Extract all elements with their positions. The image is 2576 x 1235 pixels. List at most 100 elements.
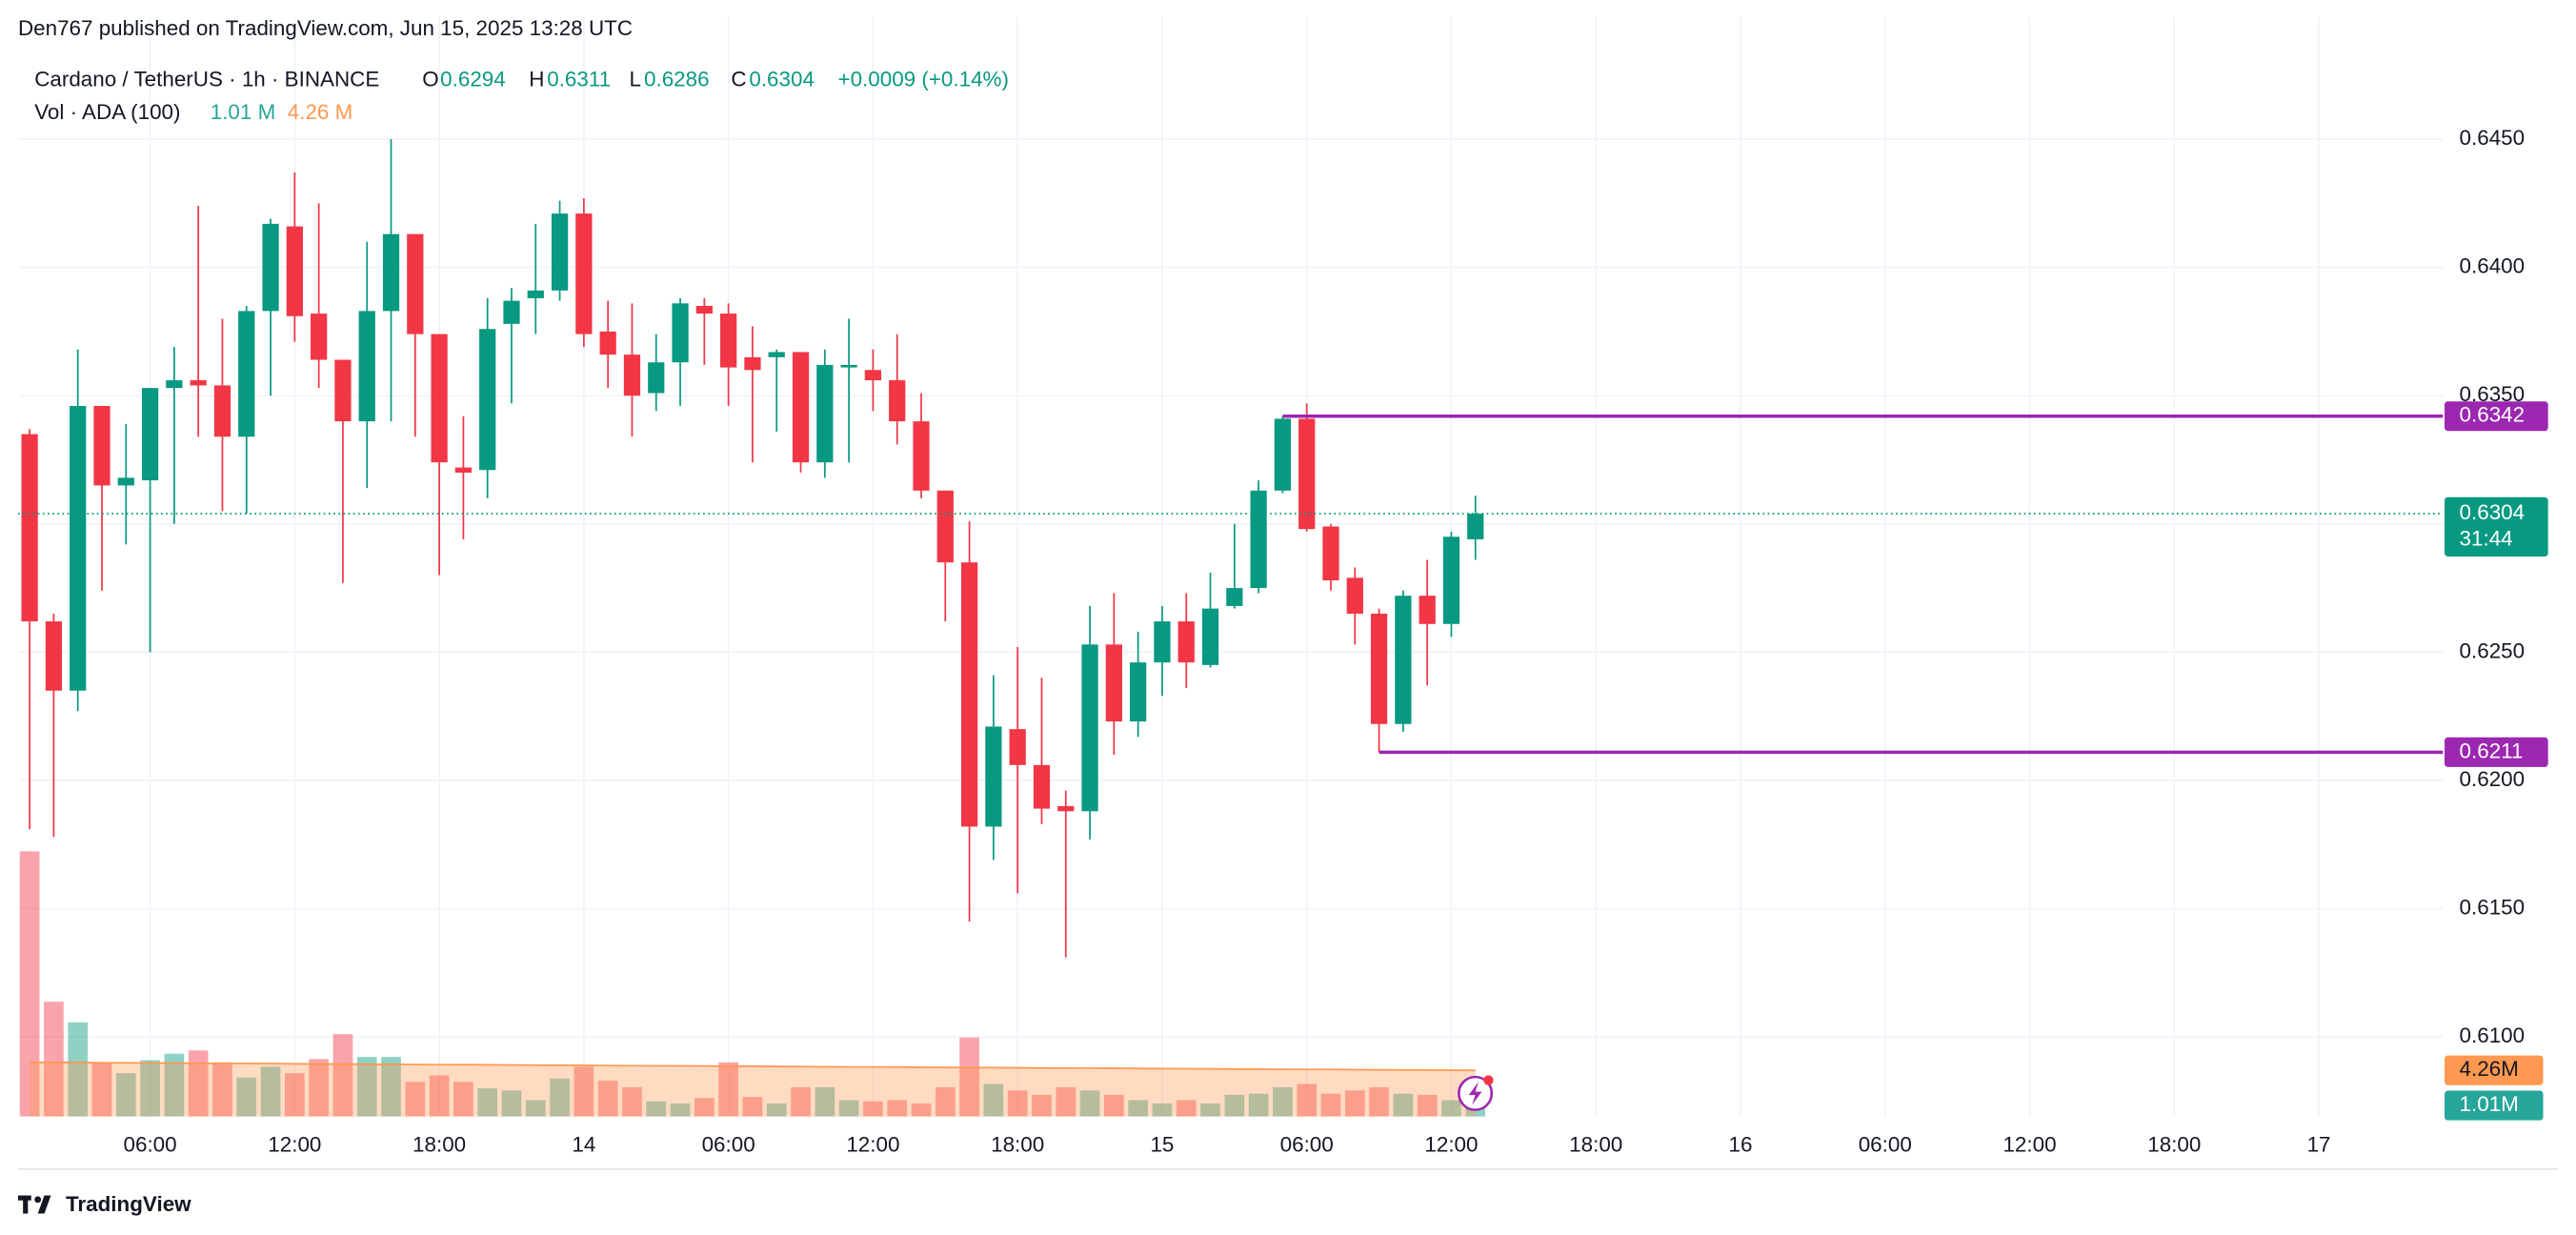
x-tick-label: 15 — [1150, 1133, 1174, 1157]
candle-body — [1226, 588, 1243, 606]
volume-bar — [429, 1075, 450, 1117]
o-value: 0.6294 — [440, 68, 506, 91]
candle-body — [599, 331, 616, 355]
volume-bar — [1369, 1086, 1389, 1117]
candle-body — [840, 364, 857, 368]
last-price-label: 0.6304 — [2460, 500, 2526, 524]
level-label: 0.6342 — [2460, 403, 2526, 427]
volume-bar — [1200, 1103, 1220, 1117]
logo — [17, 1195, 51, 1214]
volume-bar — [718, 1062, 738, 1117]
volume-bar — [1128, 1100, 1148, 1117]
candle-body — [960, 562, 978, 827]
candle-body — [382, 233, 400, 312]
volume-bar — [140, 1060, 160, 1117]
candle-body — [117, 477, 134, 486]
volume-bar — [1056, 1086, 1077, 1117]
volume-bar — [91, 1062, 112, 1117]
volume-bar — [574, 1066, 594, 1117]
y-tick-label: 0.6100 — [2460, 1023, 2526, 1047]
candle-body — [311, 314, 328, 360]
volume-bar — [236, 1077, 257, 1117]
candle-body — [262, 223, 279, 312]
volume-bar — [284, 1073, 305, 1117]
x-tick-label: 12:00 — [2002, 1133, 2056, 1157]
volume-bar — [983, 1083, 1004, 1117]
candle-body — [551, 213, 569, 291]
volume-bar — [1032, 1094, 1052, 1117]
candle-body — [190, 380, 207, 386]
candle-body — [575, 213, 593, 334]
change: +0.0009 (+0.14%) — [837, 68, 1008, 91]
c-value: 0.6304 — [749, 68, 815, 91]
candle-body — [454, 467, 473, 473]
volume-bar — [1344, 1090, 1365, 1117]
y-tick-label: 0.6250 — [2460, 638, 2526, 662]
volume-bar — [815, 1086, 835, 1117]
volume-bar — [694, 1098, 714, 1117]
candle-body — [648, 362, 665, 394]
candle-body — [768, 352, 785, 357]
volume-bar — [935, 1086, 956, 1117]
candle-body — [744, 356, 761, 371]
candle-body — [1057, 805, 1075, 812]
volume-bar — [887, 1100, 908, 1117]
candle-body — [1467, 514, 1484, 539]
volume-bar — [1297, 1083, 1318, 1117]
volume-bar — [212, 1062, 232, 1117]
volume-bar — [115, 1073, 136, 1117]
volume-bar — [1176, 1100, 1197, 1117]
x-tick-label: 14 — [572, 1133, 595, 1157]
volume-bar — [44, 1002, 64, 1117]
candle-body — [1274, 418, 1292, 491]
volume-bar — [1103, 1094, 1124, 1117]
volume-ma-area — [30, 1062, 1476, 1117]
candle-body — [213, 385, 231, 437]
volume-bar — [622, 1086, 642, 1117]
candle-body — [141, 388, 159, 481]
y-tick-label: 0.6400 — [2460, 254, 2526, 278]
y-tick-label: 0.6450 — [2460, 126, 2526, 150]
candle-body — [1298, 418, 1316, 530]
candle-body — [623, 354, 641, 396]
symbol: Cardano / TetherUS · 1h · BINANCE — [34, 68, 379, 91]
x-tick-label: 12:00 — [1424, 1133, 1478, 1157]
volume-bar — [405, 1082, 426, 1117]
volume-bar — [19, 851, 40, 1117]
candle-body — [1009, 729, 1026, 765]
volume-bar — [1248, 1093, 1269, 1117]
x-tick-label: 18:00 — [2147, 1133, 2201, 1157]
x-tick-label: 16 — [1729, 1133, 1753, 1157]
candle-body — [1130, 662, 1147, 722]
volume-bar — [188, 1050, 209, 1117]
candle-body — [985, 726, 1002, 827]
volume-ma-line — [30, 1061, 1476, 1072]
volume-bar — [501, 1090, 522, 1117]
volume-value: 1.01 M — [211, 100, 276, 124]
candle-body — [695, 306, 713, 314]
candle-body — [1346, 577, 1363, 615]
candle-body — [864, 370, 882, 381]
candle-body — [479, 329, 496, 471]
volume-bar — [1393, 1093, 1414, 1117]
candle-body — [1154, 621, 1171, 663]
l-label: L — [629, 68, 640, 91]
candle-body — [527, 290, 544, 298]
candle-body — [792, 352, 810, 463]
candle-body — [334, 359, 352, 422]
x-tick-label: 12:00 — [846, 1133, 899, 1157]
candle-body — [1250, 490, 1267, 589]
publisher: Den767 published on TradingView.com, Jun… — [18, 16, 633, 40]
volume-bar — [1152, 1103, 1173, 1117]
candle-body — [1395, 596, 1412, 724]
volume-bar — [646, 1101, 667, 1117]
volume-bar — [1320, 1093, 1341, 1117]
y-tick-label: 0.6150 — [2460, 895, 2526, 919]
volume-ma-box — [2445, 1055, 2544, 1085]
candle-body — [1105, 644, 1122, 722]
x-tick-label: 06:00 — [702, 1133, 755, 1157]
volume-bar — [911, 1103, 932, 1117]
x-tick-label: 18:00 — [1569, 1133, 1622, 1157]
